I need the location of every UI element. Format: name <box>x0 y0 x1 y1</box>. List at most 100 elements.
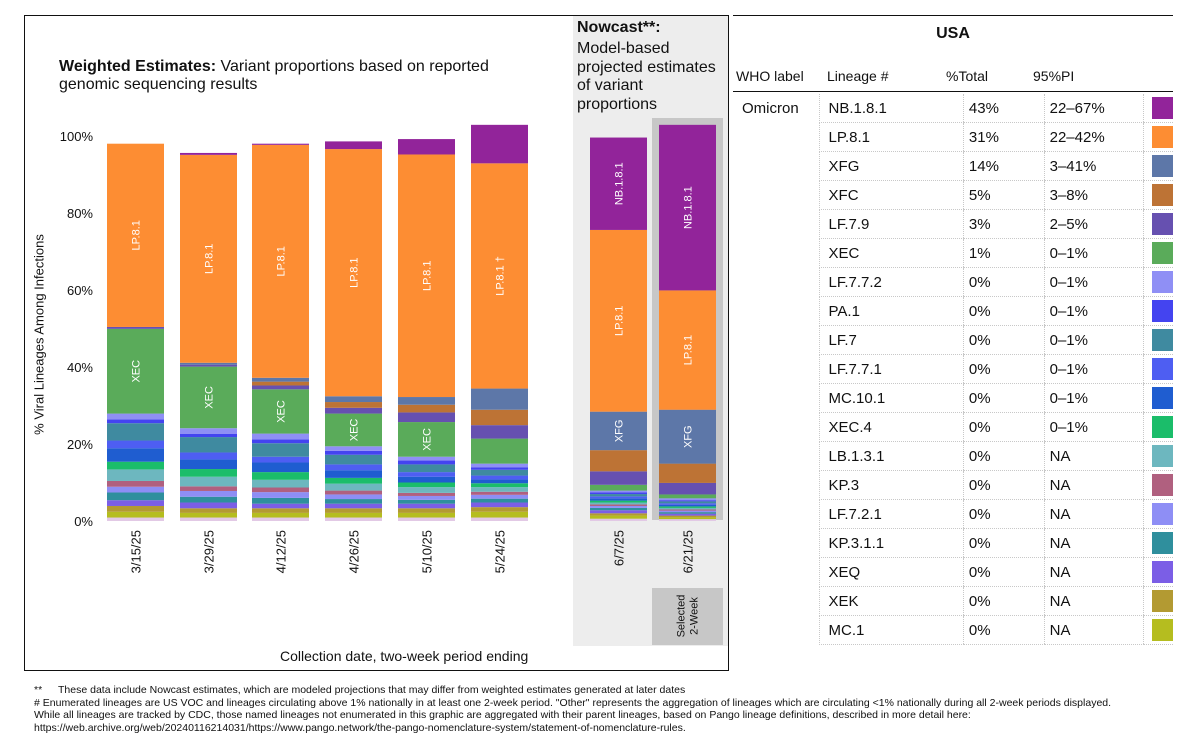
total-cell: 0% <box>962 383 1045 413</box>
bar-segment-lf-7-7-1 <box>398 472 455 477</box>
bar-data-label: XEC <box>349 419 361 442</box>
header-lineage: Lineage # <box>827 68 889 84</box>
x-axis-title: Collection date, two-week period ending <box>280 648 529 664</box>
table-row: LF.7.9 3% 2–5% <box>733 209 1173 239</box>
bar-segment-xfg <box>252 377 309 382</box>
bar-segment-lb-1-3-1 <box>325 483 382 491</box>
bar-data-label: LP.8.1 <box>683 335 695 365</box>
bar-segment-nb-1-8-1 <box>398 139 455 155</box>
footnotes: ** These data include Nowcast estimates, … <box>34 684 1194 734</box>
who-label-cell <box>733 384 819 413</box>
pi-cell: NA <box>1043 528 1144 558</box>
lineage-color-swatch <box>1152 358 1173 380</box>
table-row: XEQ 0% NA <box>733 557 1173 587</box>
bar-segment-lf-7-2-1 <box>325 494 382 500</box>
bar-segment-xec-4 <box>180 469 237 477</box>
lineage-color-swatch <box>1152 155 1173 177</box>
selected-week-label: Selected2-Week <box>676 595 701 638</box>
bar-segment-mc-1 <box>471 511 528 518</box>
bar-segment-lp-8-1 <box>398 154 455 398</box>
lineage-color-swatch <box>1152 416 1173 438</box>
bar-segment-lf-7-7-2 <box>471 463 528 468</box>
bar-segment-lf-7-2-1 <box>107 486 164 493</box>
bar-segment-lf-7-9 <box>325 407 382 414</box>
bar-segment-lf-7 <box>398 464 455 473</box>
bar-segment-pa-1 <box>252 439 309 444</box>
bar-segment-lp-8-1 <box>180 154 237 363</box>
bar-data-label: XEC <box>422 428 434 451</box>
bar-segment-lp-8-1 <box>252 144 309 378</box>
bar-data-label: XEC <box>276 400 288 423</box>
swatch-cell <box>1143 180 1173 210</box>
bar-segment-lf-7-7-2 <box>590 490 647 493</box>
bar-segment-xek <box>180 508 237 513</box>
bar-segment-mc-1 <box>659 517 716 520</box>
bar-segment-xfc <box>252 381 309 386</box>
total-cell: 0% <box>962 528 1045 558</box>
lineage-color-swatch <box>1152 619 1173 641</box>
bar-segment-lf-7-9 <box>180 364 237 367</box>
bar-segment-kp-3 <box>107 480 164 487</box>
bar-segment-lf-7-2-1 <box>659 510 716 513</box>
bar-segment-lf-7-7-1 <box>471 475 528 480</box>
lineage-color-swatch <box>1152 503 1173 525</box>
lineage-table-panel: USA WHO label Lineage # %Total 95%PI Omi… <box>733 15 1173 672</box>
bar-segment-xek <box>398 508 455 513</box>
bar-segment-kp-3-1-1 <box>325 499 382 504</box>
bar-segment-lf-7-7-1 <box>180 452 237 460</box>
table-row: LF.7.7.2 0% 0–1% <box>733 267 1173 297</box>
bar-segment-mc-10-1 <box>471 479 528 484</box>
bar-segment-pa-1 <box>659 500 716 502</box>
bar-segment-xeq <box>659 513 716 516</box>
bar-segment-lf-7-2-1 <box>252 492 309 498</box>
pi-cell: NA <box>1043 586 1144 616</box>
bar-segment-xec-4 <box>107 461 164 470</box>
bar-segment-lf-7-7-1 <box>252 456 309 463</box>
bar-segment-mc-1 <box>590 515 647 519</box>
bar-segment-xfc <box>471 409 528 426</box>
lineage-cell: LF.7.7.2 <box>818 267 964 297</box>
pi-cell: 0–1% <box>1043 412 1144 442</box>
total-cell: 0% <box>962 441 1045 471</box>
bar-segment-pa-1 <box>590 492 647 495</box>
bar-segment-mc-10-1 <box>659 504 716 507</box>
swatch-cell <box>1143 209 1173 239</box>
bar-segment-other <box>107 517 164 521</box>
bar-segment-xeq <box>590 510 647 514</box>
bar-segment-nb-1-8-1 <box>471 124 528 164</box>
lineage-cell: LF.7.2.1 <box>818 499 964 529</box>
bar-segment-nb-1-8-1 <box>590 137 647 230</box>
bar-segment-nb-1-8-1 <box>252 143 309 145</box>
who-label-cell <box>733 442 819 471</box>
who-label-cell <box>733 181 819 210</box>
pi-cell: NA <box>1043 557 1144 587</box>
who-label-cell <box>733 413 819 442</box>
bar-segment-lf-7-9 <box>590 471 647 485</box>
lineage-color-swatch <box>1152 387 1173 409</box>
bar-segment-xfc <box>590 450 647 472</box>
bar-segment-xec-4 <box>252 472 309 480</box>
lineage-color-swatch <box>1152 300 1173 322</box>
x-tick-label: 5/10/25 <box>420 530 435 573</box>
total-cell: 0% <box>962 586 1045 616</box>
selected-week-label-line: Selected <box>676 595 688 638</box>
lineage-color-swatch <box>1152 590 1173 612</box>
bar-segment-nb-1-8-1 <box>659 124 716 291</box>
pi-cell: 3–8% <box>1043 180 1144 210</box>
bar-data-label: XEC <box>131 360 143 383</box>
bar-segment-mc-1 <box>252 512 309 518</box>
bar-segment-mc-1 <box>107 511 164 518</box>
bar-segment-lb-1-3-1 <box>471 487 528 492</box>
table-row: LF.7.7.1 0% 0–1% <box>733 354 1173 384</box>
lineage-cell: XEK <box>818 586 964 616</box>
chart-panel: Nowcast**: Model-based projected estimat… <box>24 15 729 671</box>
pi-cell: 0–1% <box>1043 383 1144 413</box>
bar-segment-kp-3 <box>180 486 237 491</box>
who-label-cell <box>733 616 819 645</box>
table-row: LF.7 0% 0–1% <box>733 325 1173 355</box>
bar-segment-xfg <box>590 411 647 451</box>
who-label-cell <box>733 239 819 268</box>
pi-cell: 0–1% <box>1043 354 1144 384</box>
bar-data-label: LP.8.1 <box>276 246 288 276</box>
lineage-table: Omicron NB.1.8.1 43% 22–67% LP.8.1 31% 22–42% X… <box>733 94 1173 645</box>
